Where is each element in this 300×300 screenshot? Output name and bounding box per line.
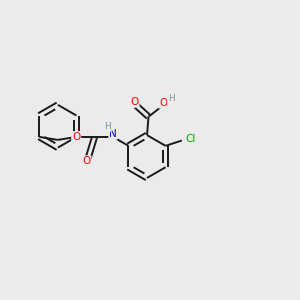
Text: Cl: Cl [185, 134, 195, 144]
Text: O: O [130, 97, 139, 107]
Text: O: O [82, 156, 91, 166]
Text: O: O [72, 132, 80, 142]
Text: H: H [104, 122, 111, 131]
Text: N: N [109, 129, 117, 139]
Text: O: O [159, 98, 167, 108]
Text: H: H [168, 94, 175, 103]
